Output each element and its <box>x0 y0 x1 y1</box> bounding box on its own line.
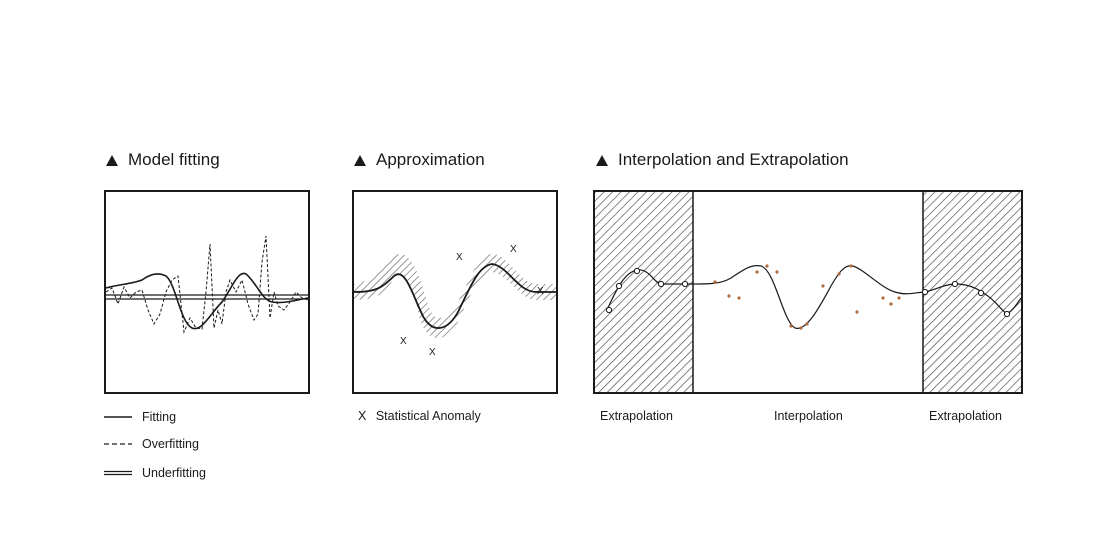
legend-fitting-label: Fitting <box>142 410 177 424</box>
data-point <box>713 280 717 284</box>
approximation-band <box>354 254 556 339</box>
model-fitting-plot <box>104 190 310 394</box>
solid-line-icon <box>104 416 132 418</box>
data-point <box>775 270 779 274</box>
interpolation-title: Interpolation and Extrapolation <box>596 150 849 170</box>
legend-underfitting: Underfitting <box>104 466 206 480</box>
data-point <box>837 272 841 276</box>
extrapolated-sample <box>615 282 623 290</box>
extrapolated-sample <box>1003 310 1011 318</box>
anomaly-marker: X <box>429 347 436 358</box>
data-point <box>889 302 893 306</box>
interpolation-plot <box>593 190 1023 394</box>
extrapolation-region-right <box>923 192 1021 392</box>
legend-overfitting-label: Overfitting <box>142 437 199 451</box>
anomaly-marker: X <box>456 252 463 263</box>
data-point <box>737 296 741 300</box>
extrapolated-sample <box>681 280 689 288</box>
approximation-legend: X Statistical Anomaly <box>358 409 481 423</box>
approximation-plot: X X X X X <box>352 190 558 394</box>
data-point <box>855 310 859 314</box>
model-fitting-svg <box>106 235 308 334</box>
data-point <box>849 264 853 268</box>
triangle-bullet-icon <box>106 154 118 166</box>
legend-underfitting-label: Underfitting <box>142 466 206 480</box>
data-point <box>897 296 901 300</box>
data-point <box>799 326 803 330</box>
anomaly-legend-marker: X <box>358 409 367 423</box>
approximation-curve <box>354 263 556 329</box>
triangle-bullet-icon <box>354 154 366 166</box>
legend-overfitting: Overfitting <box>104 437 199 451</box>
anomaly-legend-label: Statistical Anomaly <box>375 409 481 423</box>
fitting-curve <box>106 272 308 330</box>
interpolation-title-text: Interpolation and Extrapolation <box>618 150 849 169</box>
extrapolated-sample <box>605 306 613 314</box>
interpolation-curve <box>606 265 1021 329</box>
extrapolated-sample <box>657 280 665 288</box>
interpolation-label: Interpolation <box>774 409 843 423</box>
data-point <box>789 324 793 328</box>
anomaly-marker: X <box>537 286 544 297</box>
extrapolated-sample <box>977 289 985 297</box>
model-fitting-title: Model fitting <box>106 150 220 170</box>
approximation-svg: X X X X X <box>354 244 556 358</box>
data-point <box>805 322 809 326</box>
overfitting-curve <box>106 235 308 334</box>
extrapolation-label-left: Extrapolation <box>600 409 673 423</box>
double-line-icon <box>104 470 132 476</box>
extrapolation-label-right: Extrapolation <box>929 409 1002 423</box>
approximation-title: Approximation <box>354 150 485 170</box>
dashed-line-icon <box>104 443 132 445</box>
interpolation-svg <box>595 192 1021 392</box>
triangle-bullet-icon <box>596 154 608 166</box>
data-point <box>765 264 769 268</box>
data-point <box>821 284 825 288</box>
extrapolated-sample <box>633 267 641 275</box>
approximation-title-text: Approximation <box>376 150 485 169</box>
anomaly-marker: X <box>510 244 517 255</box>
legend-fitting: Fitting <box>104 410 176 424</box>
extrapolated-sample <box>951 280 959 288</box>
anomaly-marker: X <box>400 336 407 347</box>
extrapolation-region-left <box>595 192 693 392</box>
data-point <box>727 294 731 298</box>
model-fitting-title-text: Model fitting <box>128 150 220 169</box>
data-point <box>755 270 759 274</box>
data-point <box>881 296 885 300</box>
extrapolated-sample <box>921 288 929 296</box>
